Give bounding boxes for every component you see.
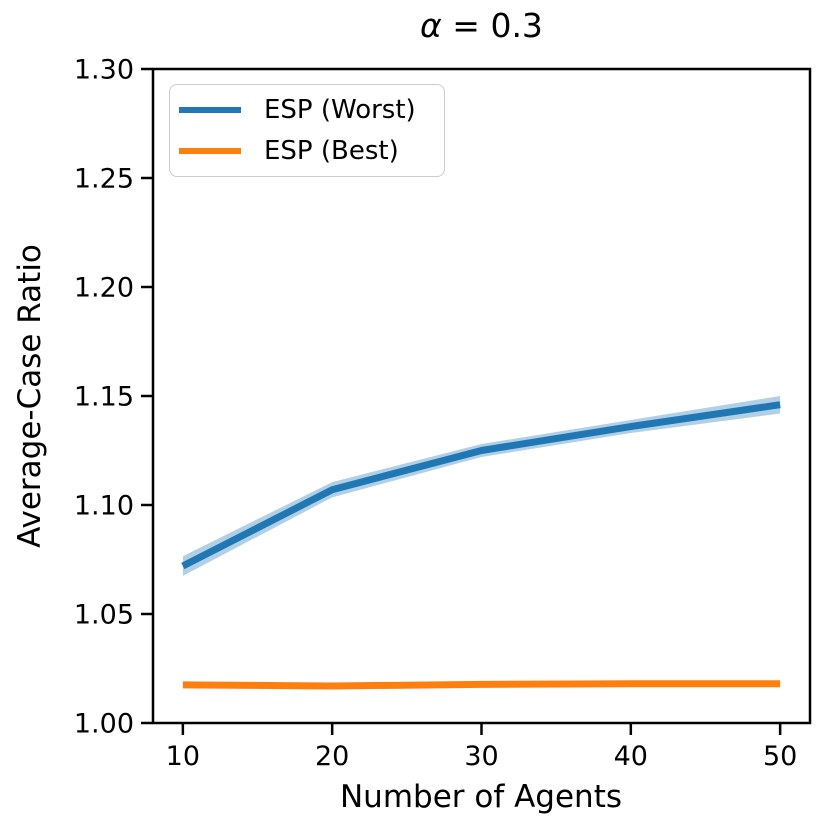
series-band-0 (182, 396, 781, 576)
esp-worst-label: ESP (Worst) (264, 94, 416, 125)
x-tick-label-20: 20 (315, 741, 349, 772)
y-tick-label-1.1: 1.10 (74, 490, 134, 521)
x-tick-label-30: 30 (464, 741, 498, 772)
y-tick-label-1: 1.00 (74, 708, 134, 739)
axes-spines (151, 67, 812, 725)
y-tick-label-1.3: 1.30 (74, 54, 134, 85)
x-tick-label-10: 10 (166, 741, 200, 772)
series-line-0 (181, 401, 781, 570)
y-tick-label-1.25: 1.25 (74, 163, 134, 194)
series-line-1 (182, 680, 781, 690)
esp-worst-line-sample (179, 106, 241, 113)
esp-best-label: ESP (Best) (264, 136, 399, 167)
x-tick-label-40: 40 (614, 741, 648, 772)
x-tick-label-50: 50 (763, 741, 797, 772)
y-tick-label-1.05: 1.05 (74, 599, 134, 630)
esp-best-line-sample (179, 148, 241, 155)
y-tick-label-1.15: 1.15 (74, 381, 134, 412)
y-axis-label: Average-Case Ratio (12, 244, 48, 548)
x-axis-label: Number of Agents (339, 779, 623, 815)
chart-title: α = 0.3 (153, 6, 810, 45)
legend: ESP (Worst) ESP (Best) (169, 84, 445, 177)
title-value-text: = 0.3 (441, 6, 543, 45)
legend-entry-esp-best: ESP (Best) (170, 134, 444, 168)
legend-entry-esp-worst: ESP (Worst) (170, 93, 444, 127)
y-tick-label-1.2: 1.20 (74, 272, 134, 303)
title-alpha-symbol: α (420, 6, 442, 45)
